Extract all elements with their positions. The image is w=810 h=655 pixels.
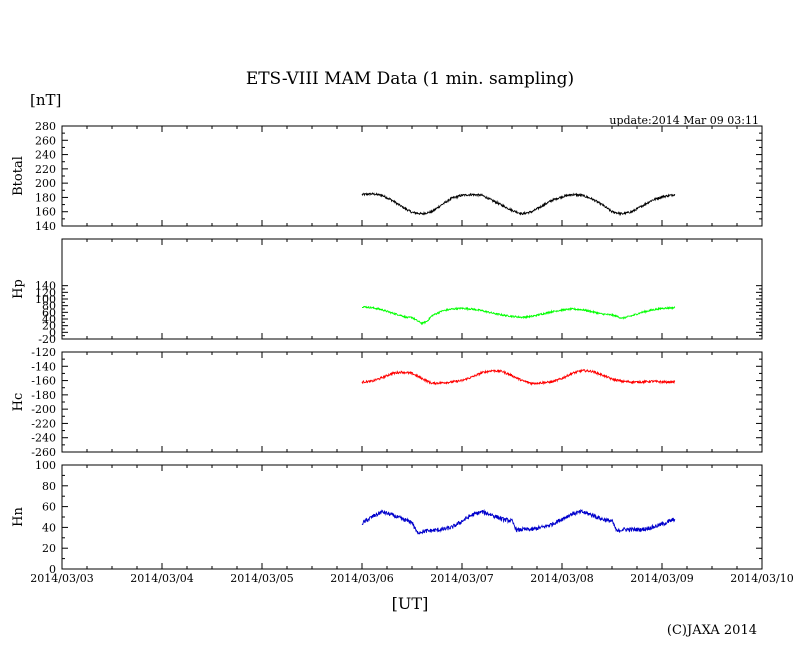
x-tick-label: 2014/03/03 (30, 572, 93, 585)
y-tick-label: 240 (35, 149, 56, 162)
x-tick-label: 2014/03/07 (430, 572, 493, 585)
y-tick-label: -20 (38, 333, 56, 346)
y-tick-label: 0 (49, 563, 56, 576)
x-tick-label: 2014/03/08 (530, 572, 593, 585)
chart-title: ETS-VIII MAM Data (1 min. sampling) (246, 69, 574, 89)
panel-frame (61, 351, 763, 453)
y-tick-label: 160 (35, 206, 56, 219)
y-tick-label: 200 (35, 177, 56, 190)
y-tick-label: 140 (35, 280, 56, 293)
y-tick-label: 60 (42, 501, 56, 514)
y-tick-label: -180 (31, 389, 56, 402)
y-axis-label: Hn (11, 507, 26, 527)
y-tick-label: 40 (42, 521, 56, 534)
y-tick-label: -160 (31, 375, 56, 388)
x-axis-label: [UT] (392, 594, 429, 613)
y-axis-label: Btotal (11, 156, 26, 196)
x-tick-label: 2014/03/09 (630, 572, 693, 585)
y-tick-label: 100 (35, 459, 56, 472)
x-tick-labels: 2014/03/03 2014/03/04 2014/03/05 2014/03/06… (30, 572, 793, 585)
x-tick-label: 2014/03/10 (730, 572, 793, 585)
x-tick-label: 2014/03/04 (130, 572, 193, 585)
panels: 140160180200220240260280Btotal-200204060… (11, 120, 763, 576)
y-tick-label: 220 (35, 163, 56, 176)
y-tick-label: 20 (42, 320, 56, 333)
y-tick-label: -120 (31, 346, 56, 359)
panel-frame (61, 238, 763, 340)
y-axis-label: Hp (11, 279, 26, 299)
y-tick-label: 20 (42, 542, 56, 555)
y-tick-label: -140 (31, 360, 56, 373)
series-line-hp (362, 305, 676, 326)
copyright: (C)JAXA 2014 (667, 623, 757, 638)
y-tick-label: 80 (42, 480, 56, 493)
y-tick-label: 100 (35, 293, 56, 306)
y-tick-label: 60 (42, 306, 56, 319)
x-tick-label: 2014/03/05 (230, 572, 293, 585)
y-tick-label: 80 (42, 300, 56, 313)
y-tick-label: -240 (31, 432, 56, 445)
y-tick-label: 140 (35, 220, 56, 233)
panel-hn: 0 20 40 60 80 100 Hn (11, 459, 763, 576)
panel-frame (61, 125, 763, 227)
y-tick-label: 0 (49, 326, 56, 339)
y-tick-label: -260 (31, 446, 56, 459)
y-tick-label: -200 (31, 403, 56, 416)
update-timestamp: update:2014 Mar 09 03:11 (609, 114, 759, 127)
y-axis-label: Hc (11, 393, 26, 412)
y-tick-label: 120 (35, 286, 56, 299)
y-tick-label: 260 (35, 134, 56, 147)
y-tick-label: -220 (31, 417, 56, 430)
x-tick-label: 2014/03/06 (330, 572, 393, 585)
unit-label: [nT] (30, 91, 61, 109)
y-tick-label: 180 (35, 191, 56, 204)
y-tick-label: 40 (42, 313, 56, 326)
panel-frame (61, 464, 763, 570)
y-tick-label: 280 (35, 120, 56, 133)
series-line-hc (361, 368, 676, 386)
series-line-hn (361, 508, 676, 535)
series-line-btotal (361, 192, 676, 216)
panel-hc: -260-240 -220-200-180-160 -140-120 Hc (11, 346, 763, 459)
